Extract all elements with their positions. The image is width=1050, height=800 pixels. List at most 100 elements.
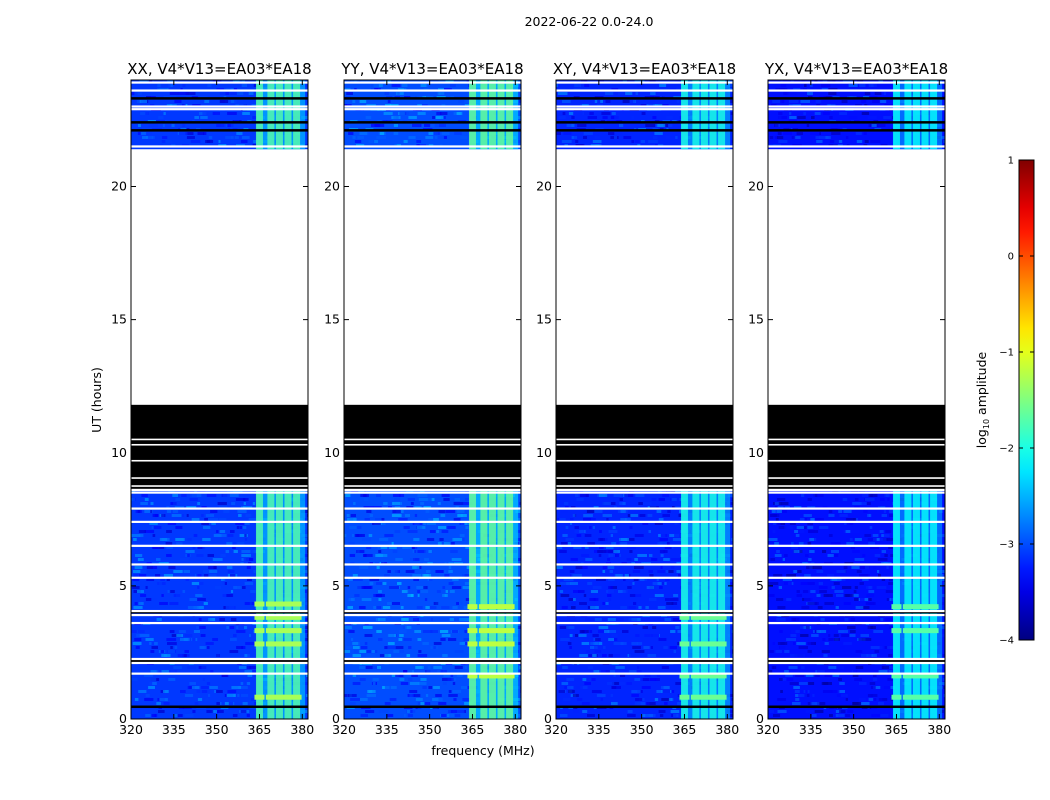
noise-cell (570, 582, 578, 585)
noise-cell (890, 116, 896, 119)
noise-cell (596, 578, 606, 581)
noise-cell (658, 710, 666, 713)
bright-cell (487, 641, 498, 647)
noise-cell (453, 678, 457, 681)
noise-cell (420, 678, 427, 681)
noise-cell (866, 654, 873, 657)
noise-cell (380, 132, 385, 135)
noise-cell (138, 602, 144, 605)
noise-cell (199, 646, 208, 649)
signal-channel (912, 80, 920, 150)
noise-cell (867, 626, 873, 629)
noise-cell (390, 686, 397, 689)
noise-cell (346, 646, 353, 649)
noise-cell (422, 686, 427, 689)
x-tick-label: 380 (715, 722, 739, 737)
noise-cell (176, 634, 183, 637)
noise-cell (776, 618, 786, 621)
flagged-row (556, 480, 733, 484)
noise-cell (612, 526, 616, 529)
noise-cell (890, 686, 896, 689)
blank-row (344, 488, 521, 492)
noise-cell (819, 526, 829, 529)
noise-cell (595, 638, 601, 641)
noise-cell (203, 602, 208, 605)
noise-cell (383, 502, 388, 505)
noise-cell (793, 686, 800, 689)
noise-cell (675, 626, 680, 629)
flagged-row (556, 611, 733, 614)
noise-cell (166, 554, 172, 557)
flagged-gap (131, 438, 308, 441)
noise-cell (163, 702, 170, 705)
noise-cell (797, 116, 806, 119)
noise-cell (878, 702, 884, 705)
noise-cell (804, 574, 811, 577)
noise-cell (658, 638, 667, 641)
signal-channel (930, 80, 938, 150)
noise-cell (587, 116, 597, 119)
flagged-row (768, 658, 945, 662)
noise-cell (609, 570, 613, 573)
noise-cell (451, 558, 462, 561)
noise-cell (879, 498, 885, 501)
noise-cell (520, 100, 521, 103)
blank-row (556, 488, 733, 492)
noise-cell (465, 526, 469, 529)
signal-channel (892, 80, 900, 150)
noise-cell (252, 116, 257, 119)
noise-cell (365, 598, 369, 601)
noise-cell (226, 626, 230, 629)
noise-cell (863, 132, 867, 135)
noise-cell (363, 554, 367, 557)
noise-cell (196, 626, 203, 629)
noise-cell (590, 606, 599, 609)
noise-cell (352, 136, 356, 139)
noise-cell (251, 578, 259, 581)
noise-cell (134, 92, 142, 95)
noise-cell (780, 100, 785, 103)
noise-cell (778, 140, 788, 143)
signal-channel (267, 80, 275, 150)
noise-cell (352, 100, 356, 103)
noise-cell (225, 136, 234, 139)
blank-row (344, 661, 521, 665)
noise-cell (807, 642, 815, 645)
noise-cell (137, 132, 141, 135)
noise-cell (394, 498, 401, 501)
noise-cell (349, 554, 356, 557)
noise-cell (656, 510, 662, 513)
noise-cell (805, 494, 816, 497)
noise-cell (614, 136, 617, 139)
noise-cell (236, 132, 243, 135)
noise-cell (304, 638, 308, 641)
noise-cell (151, 598, 157, 601)
noise-cell (185, 132, 194, 135)
noise-cell (559, 518, 566, 521)
noise-cell (172, 510, 179, 513)
noise-cell (465, 602, 471, 605)
noise-cell (348, 514, 356, 517)
noise-cell (383, 112, 393, 115)
blank-row (556, 613, 733, 617)
blank-row (556, 609, 733, 613)
noise-cell (798, 530, 805, 533)
noise-cell (171, 514, 182, 517)
noise-cell (230, 638, 237, 641)
noise-cell (366, 510, 372, 513)
noise-cell (170, 646, 173, 649)
bright-cell (265, 694, 276, 700)
noise-cell (213, 534, 222, 537)
noise-cell (159, 602, 168, 605)
flagged-gap (768, 443, 945, 446)
noise-cell (244, 654, 251, 657)
noise-cell (161, 514, 166, 517)
noise-cell (651, 558, 658, 561)
noise-cell (867, 514, 870, 517)
noise-cell (344, 626, 352, 629)
noise-cell (776, 522, 781, 525)
noise-cell (173, 714, 183, 717)
noise-cell (650, 634, 659, 637)
noise-cell (517, 678, 520, 681)
noise-cell (408, 116, 417, 119)
